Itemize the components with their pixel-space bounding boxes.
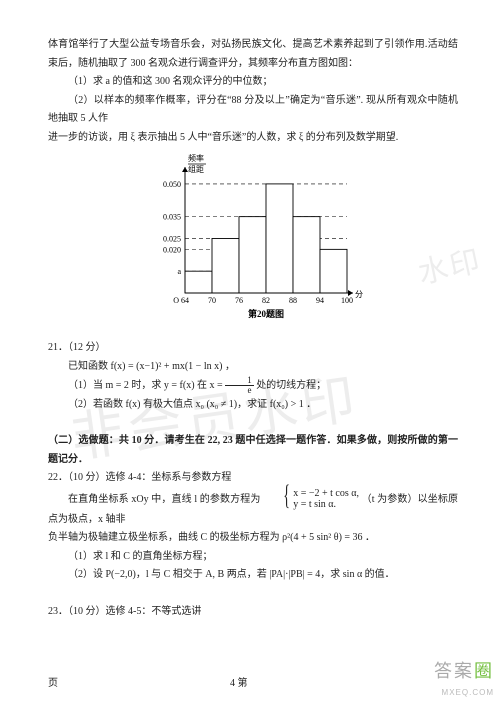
svg-text:0.020: 0.020 [163,245,181,254]
corner-l1a: 答案 [434,661,474,681]
svg-text:0.050: 0.050 [163,180,181,189]
svg-text:82: 82 [262,296,270,305]
histogram-chart: a 0.020 0.025 0.035 0.050 64 70 76 82 88 94 100 频率组距… [48,151,458,321]
intro-q1: （1）求 a 的值和这 300 名观众评分的中位数； [48,73,458,92]
q22-line2: 负半轴为极轴建立极坐标系，曲线 C 的极坐标方程为 ρ²(4 + 5 sin² … [48,529,458,548]
svg-text:88: 88 [289,296,297,305]
sys-line1: x = −2 + t cos α, [273,488,359,500]
sys-line2: y = t sin α. [273,499,359,511]
q21-part2: （2）若函数 f(x) 有极大值点 x₀ (x₀ ≠ 1)，求证 f(x₀) >… [48,396,458,415]
footer-center: 4 第 [230,675,248,694]
corner-l1b: 圈 [474,661,494,681]
q21-fx: f(x) = (x−1)² + mx(1 − ln x) [111,361,223,372]
q23-number: 23．（10 分）选修 4-5：不等式选讲 [48,603,458,622]
histogram-svg: a 0.020 0.025 0.035 0.050 64 70 76 82 88 94 100 频率组距… [143,151,363,321]
q22-line1: 在直角坐标系 xOy 中，直线 l 的参数方程为 x = −2 + t cos … [48,488,458,530]
corner-line1: 答案圈 [434,655,494,688]
q21-given-post: ， [225,361,235,372]
q21-p1-pre: （1）当 m = 2 时，求 y = f(x) 在 x = [68,380,225,391]
svg-text:O: O [173,296,179,305]
svg-text:100: 100 [341,296,353,305]
svg-text:频率: 频率 [188,153,204,163]
q22-part2: （2）设 P(−2,0)，l 与 C 相交于 A, B 两点，若 |PA|·|P… [48,566,458,585]
intro-q2a: （2）以样本的频率作概率，评分在“88 分及以上”确定为“音乐迷”. 现从所有观… [48,92,458,129]
q22-param-system: x = −2 + t cos α, y = t sin α. [263,488,359,511]
q21-given: 已知函数 f(x) = (x−1)² + mx(1 − ln x) ， [48,358,458,377]
frac-den: e [225,386,254,395]
svg-text:分: 分 [355,290,363,299]
svg-text:70: 70 [208,296,216,305]
footer-left: 页 [48,675,58,694]
q21-p1-post: 处的切线方程； [256,380,326,391]
intro-q2b: 进一步的访谈，用 ξ 表示抽出 5 人中“音乐迷”的人数，求 ξ 的分布列及数学… [48,129,458,148]
svg-text:0.035: 0.035 [163,213,181,222]
svg-text:0.025: 0.025 [163,234,181,243]
q22-part1: （1）求 l 和 C 的直角坐标方程； [48,548,458,567]
corner-line2: MXEQ.COM [434,686,494,701]
q22-l1a: 在直角坐标系 xOy 中，直线 l 的参数方程为 [68,494,261,505]
intro-line1: 体育馆举行了大型公益专场音乐会，对弘扬民族文化、提高艺术素养起到了引领作用.活动… [48,36,458,73]
svg-text:a: a [177,267,181,276]
q21-part1: （1）当 m = 2 时，求 y = f(x) 在 x = 1 e 处的切线方程… [48,376,458,396]
svg-text:64: 64 [181,296,189,305]
q21-number: 21．（12 分） [48,339,458,358]
svg-text:76: 76 [235,296,243,305]
corner-logo: 答案圈 MXEQ.COM [434,655,494,701]
svg-text:第20题图: 第20题图 [248,308,284,319]
svg-text:组距: 组距 [188,164,204,174]
q21-given-pre: 已知函数 [68,361,111,372]
q21-p1-frac: 1 e [225,376,254,396]
q22-number: 22．（10 分）选修 4-4：坐标系与参数方程 [48,469,458,488]
svg-text:94: 94 [316,296,324,305]
section2-title: （二）选做题：共 10 分．请考生在 22, 23 题中任选择一题作答．如果多做… [48,432,458,469]
